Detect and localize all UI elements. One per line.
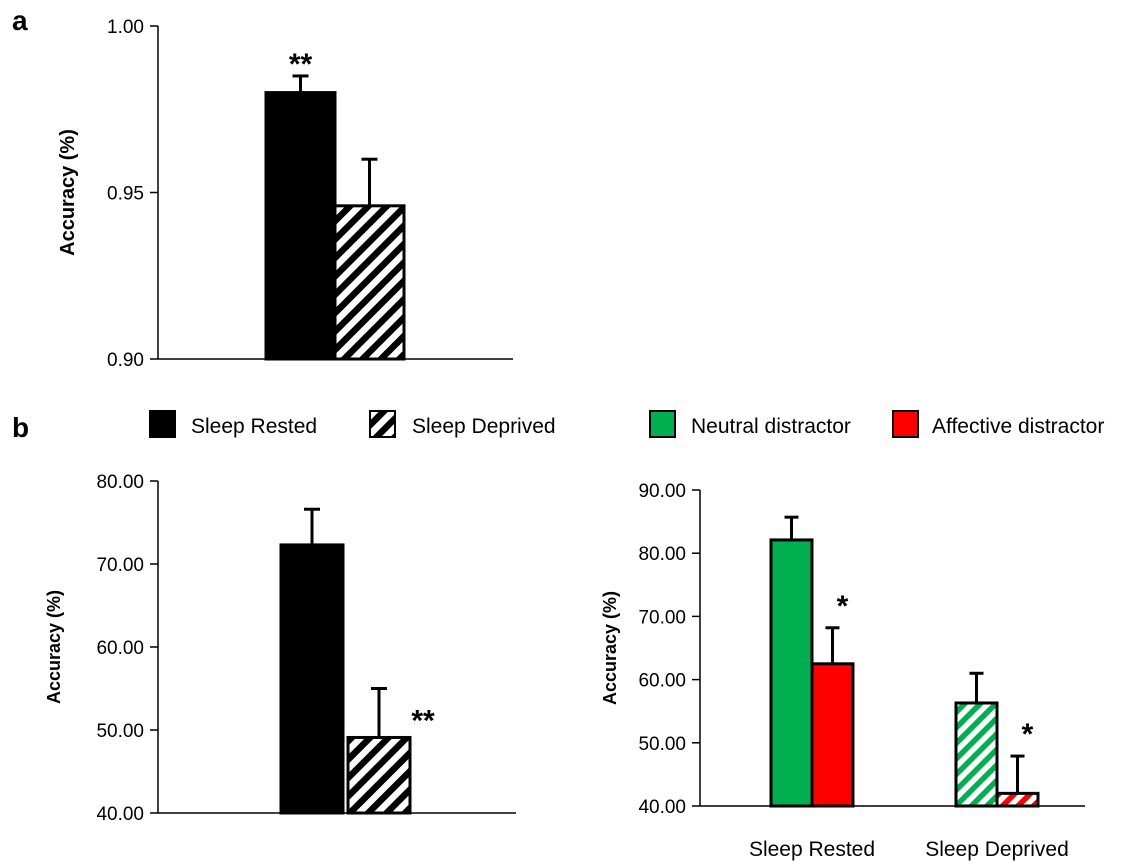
y-tick-label: 50.00 bbox=[638, 734, 686, 755]
bar bbox=[769, 538, 814, 808]
legend-swatch-affective-distractor bbox=[892, 410, 919, 438]
legend-swatch-sleep-deprived bbox=[369, 410, 396, 438]
y-tick-label: 1.00 bbox=[107, 17, 144, 38]
legend-item-neutral-distractor: Neutral distractor bbox=[649, 410, 851, 438]
y-tick-label: 70.00 bbox=[96, 555, 144, 576]
y-tick-label: 0.95 bbox=[107, 184, 144, 205]
y-axis-title: Accuracy (%) bbox=[57, 129, 79, 256]
significance-marker: ** bbox=[411, 705, 435, 738]
y-tick-label: 60.00 bbox=[96, 638, 144, 659]
significance-marker: * bbox=[837, 590, 849, 623]
y-axis-title: Accuracy (%) bbox=[44, 590, 64, 704]
y-tick-label: 80.00 bbox=[96, 472, 144, 493]
panel-label-b: b bbox=[12, 412, 29, 443]
legend-swatch-neutral-distractor bbox=[649, 410, 676, 438]
chart-panel-a: 0.90 0.95 1.00 Accuracy (%) ** bbox=[57, 17, 513, 371]
y-tick-label: 40.00 bbox=[96, 804, 144, 825]
x-category-label: Sleep Rested bbox=[749, 838, 875, 861]
legend-label-affective-distractor: Affective distractor bbox=[932, 415, 1104, 438]
legend: Sleep Rested Sleep Deprived Neutral dist… bbox=[149, 410, 1104, 438]
y-tick-label: 50.00 bbox=[96, 721, 144, 742]
x-category-label: Sleep Deprived bbox=[925, 838, 1069, 861]
y-tick-label: 70.00 bbox=[638, 607, 686, 628]
bar bbox=[810, 662, 855, 808]
bar bbox=[346, 735, 412, 815]
legend-item-sleep-deprived: Sleep Deprived bbox=[369, 410, 556, 438]
y-tick-label: 40.00 bbox=[638, 797, 686, 818]
bar bbox=[264, 91, 337, 361]
legend-label-sleep-rested: Sleep Rested bbox=[191, 415, 317, 438]
bar bbox=[279, 543, 345, 815]
legend-item-sleep-rested: Sleep Rested bbox=[149, 410, 317, 438]
bar bbox=[995, 791, 1040, 808]
y-tick-label: 0.90 bbox=[107, 350, 144, 371]
y-axis-title: Accuracy (%) bbox=[600, 591, 620, 705]
bar bbox=[333, 204, 406, 361]
y-tick-label: 80.00 bbox=[638, 544, 686, 565]
y-tick-label: 60.00 bbox=[638, 671, 686, 692]
significance-marker: ** bbox=[289, 48, 313, 81]
chart-panel-b-left: 40.00 50.00 60.00 70.00 80.00 Accuracy (%) ** bbox=[44, 472, 516, 825]
legend-label-sleep-deprived: Sleep Deprived bbox=[412, 415, 556, 438]
legend-swatch-sleep-rested bbox=[149, 410, 176, 438]
significance-marker: * bbox=[1022, 718, 1034, 751]
legend-label-neutral-distractor: Neutral distractor bbox=[691, 415, 851, 438]
panel-label-a: a bbox=[12, 5, 28, 36]
chart-panel-b-right: 40.00 50.00 60.00 70.00 80.00 90.00 Accuracy (… bbox=[600, 481, 1085, 861]
legend-item-affective-distractor: Affective distractor bbox=[892, 410, 1104, 438]
bar bbox=[954, 701, 999, 808]
y-tick-label: 90.00 bbox=[638, 481, 686, 502]
